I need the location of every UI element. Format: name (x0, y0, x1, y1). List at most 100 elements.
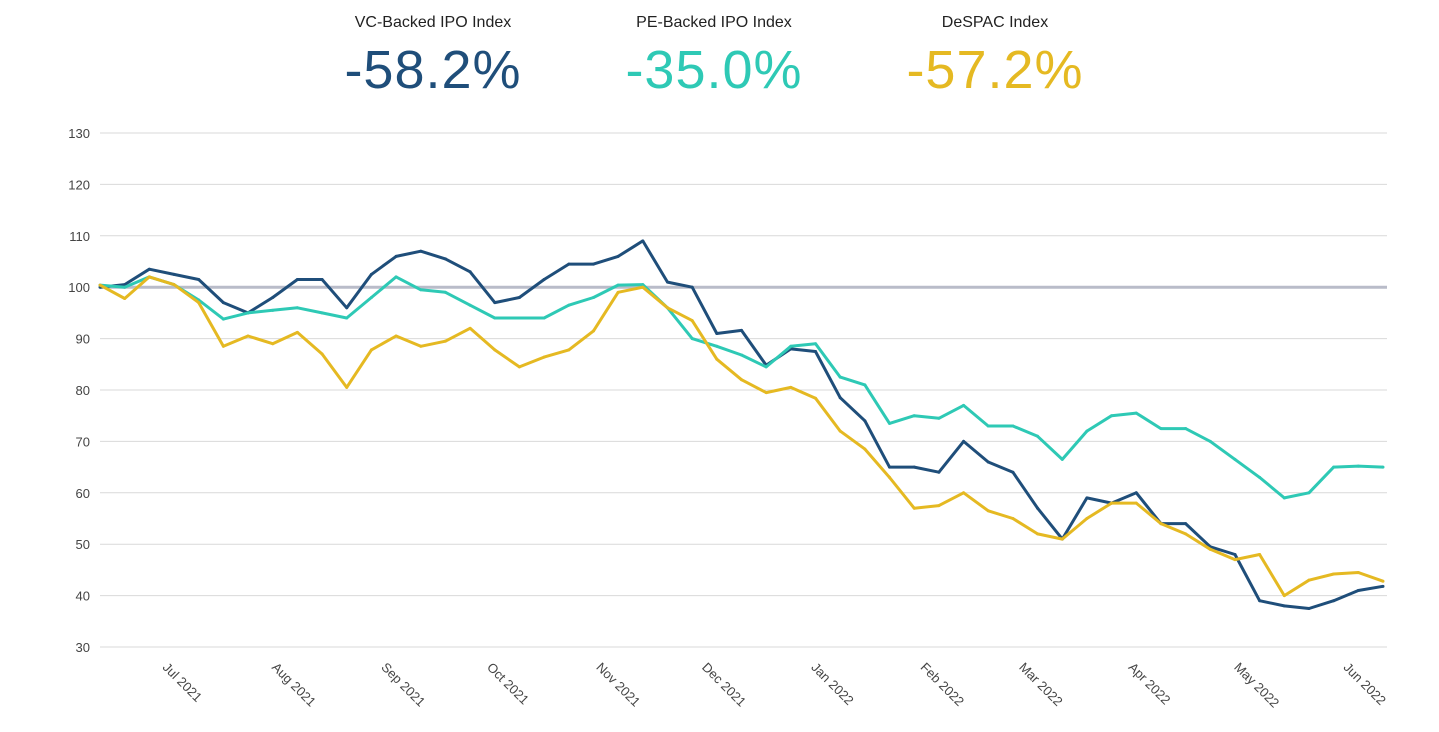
data-point (493, 301, 497, 305)
data-point (1159, 427, 1163, 431)
data-point (1332, 572, 1336, 576)
despac-index-value: -57.2% (906, 40, 1084, 100)
data-point (912, 465, 916, 469)
data-point (320, 277, 324, 281)
y-tick-label: 50 (76, 537, 90, 552)
data-point (271, 342, 275, 346)
data-point (1233, 457, 1237, 461)
data-point (1307, 606, 1311, 610)
x-tick-label: Feb 2022 (918, 660, 967, 709)
data-point (888, 421, 892, 425)
data-point (394, 334, 398, 338)
data-point (1381, 579, 1385, 583)
data-point (591, 262, 595, 266)
data-point (1282, 496, 1286, 500)
y-tick-label: 80 (76, 383, 90, 398)
data-point (172, 283, 176, 287)
data-point (567, 348, 571, 352)
y-tick-label: 60 (76, 486, 90, 501)
data-point (1134, 491, 1138, 495)
data-point (838, 429, 842, 433)
data-point (197, 301, 201, 305)
data-point (1233, 558, 1237, 562)
data-point (937, 416, 941, 420)
x-tick-label: Oct 2021 (484, 660, 532, 708)
data-point (740, 353, 743, 357)
data-point (419, 344, 423, 348)
data-point (789, 385, 793, 389)
y-tick-label: 120 (68, 177, 90, 192)
data-point (1381, 584, 1385, 588)
data-point (517, 365, 521, 369)
data-point (1184, 427, 1188, 431)
data-point (1110, 501, 1114, 505)
data-point (690, 337, 694, 341)
data-point (986, 509, 990, 513)
data-point (1085, 517, 1089, 520)
data-point (814, 396, 818, 400)
data-point (1282, 594, 1286, 598)
data-point (1258, 552, 1262, 556)
data-point (665, 280, 669, 284)
data-point (246, 311, 250, 315)
data-point (443, 339, 447, 343)
x-tick-label: Jul 2021 (160, 660, 205, 705)
data-point (591, 329, 595, 333)
data-point (641, 239, 645, 243)
data-point (1085, 496, 1089, 500)
data-point (764, 365, 768, 369)
data-point (1110, 414, 1114, 418)
data-point (394, 275, 398, 279)
despac-index-header: DeSPAC Index -57.2% (855, 14, 1135, 102)
data-point (542, 316, 546, 320)
data-point (320, 311, 324, 315)
data-point (493, 316, 497, 320)
data-point (1134, 411, 1138, 415)
data-point (1208, 547, 1212, 551)
data-point (345, 306, 349, 310)
data-point (542, 277, 546, 281)
data-point (715, 331, 719, 335)
data-point (1036, 532, 1040, 536)
data-point (1159, 522, 1163, 526)
y-tick-label: 70 (76, 434, 90, 449)
data-point (789, 344, 793, 348)
y-tick-label: 30 (76, 640, 90, 655)
y-tick-label: 130 (68, 126, 90, 141)
data-point (591, 295, 595, 299)
x-tick-label: Jan 2022 (808, 660, 856, 708)
data-point (1258, 475, 1262, 479)
data-point (1258, 599, 1262, 603)
pe-index-label: PE-Backed IPO Index (636, 14, 792, 31)
data-point (1233, 552, 1237, 556)
vc-index-header: VC-Backed IPO Index -58.2% (293, 14, 573, 102)
x-tick-label: Nov 2021 (593, 660, 643, 710)
data-point (271, 308, 275, 312)
data-point (962, 403, 966, 407)
data-point (369, 272, 373, 276)
data-point (1184, 522, 1188, 526)
data-point (419, 249, 423, 253)
x-tick-label: Aug 2021 (269, 660, 319, 710)
despac-index-label: DeSPAC Index (941, 14, 1049, 31)
data-point (221, 301, 225, 305)
data-point (567, 303, 571, 307)
data-point (616, 290, 620, 294)
data-point (1307, 491, 1311, 495)
data-point (369, 348, 373, 352)
data-point (690, 319, 694, 323)
data-point (443, 257, 447, 261)
data-point (1085, 429, 1089, 433)
data-point (715, 344, 719, 348)
data-point (1332, 599, 1336, 603)
data-point (1060, 457, 1064, 461)
data-point (147, 267, 151, 271)
data-point (912, 506, 916, 510)
data-point (345, 316, 349, 320)
data-point (369, 295, 373, 299)
x-tick-label: Jun 2022 (1341, 660, 1389, 708)
data-point (937, 504, 941, 508)
data-point (1332, 465, 1336, 469)
data-point (1011, 470, 1015, 474)
x-tick-label: May 2022 (1231, 660, 1282, 711)
